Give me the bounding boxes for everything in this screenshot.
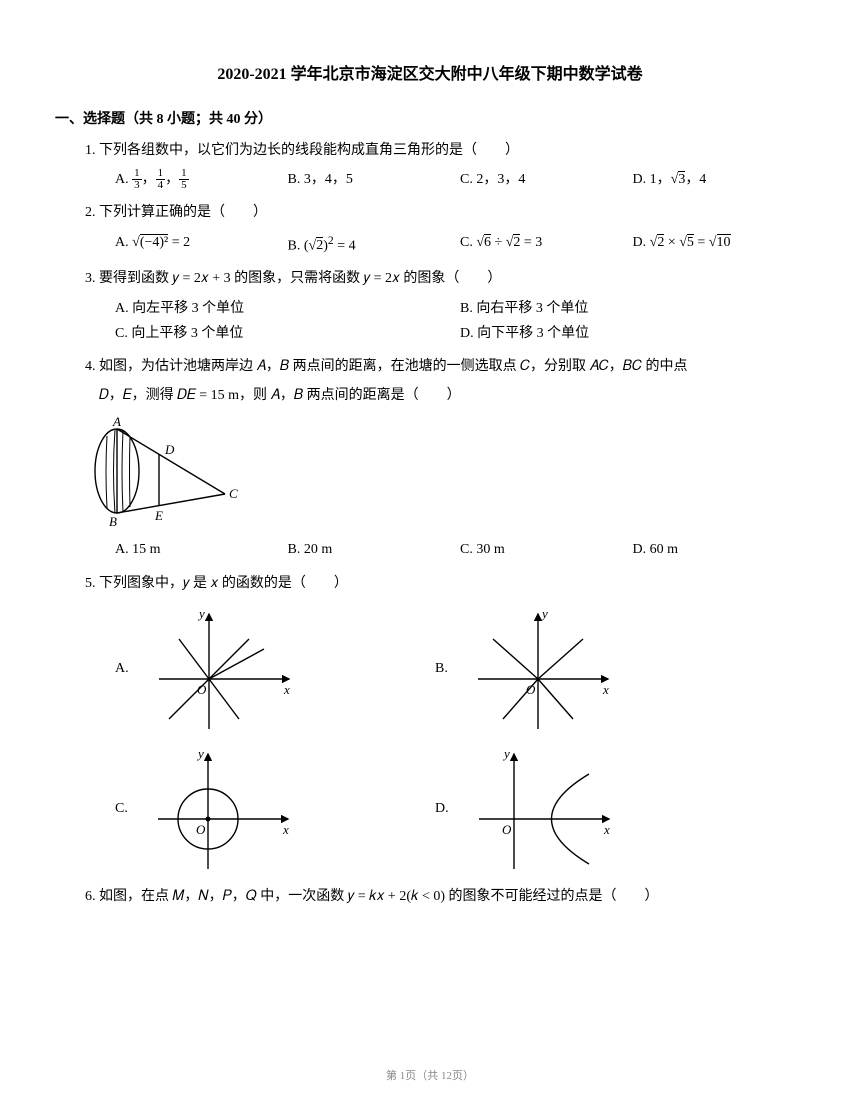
- q3-optC: C. 向上平移 3 个单位: [115, 321, 460, 346]
- svg-text:B: B: [109, 514, 117, 529]
- q2-optA: A. √(−4)² = 2: [115, 230, 288, 259]
- svg-text:C: C: [229, 486, 238, 501]
- graph-B: y x O: [468, 604, 618, 734]
- q5-labelA: A.: [115, 661, 129, 677]
- svg-text:x: x: [602, 682, 609, 697]
- q2-optC: C. √6 ÷ √2 = 3: [460, 230, 633, 259]
- q5-cellA: A. y x O: [115, 604, 435, 734]
- q1-optA: A. 13，14，15: [115, 167, 288, 192]
- q2-optB: B. (√2)2 = 4: [288, 230, 461, 259]
- svg-text:O: O: [526, 682, 536, 697]
- svg-text:x: x: [603, 822, 610, 837]
- svg-text:O: O: [502, 822, 512, 837]
- q5-labelD: D.: [435, 801, 449, 817]
- q4-optB: B. 20 m: [288, 537, 461, 562]
- q5-row2: C. y x O D. y x O: [55, 744, 805, 874]
- question-5: 5. 下列图象中，𝑦 是 𝑥 的函数的是（ ）: [55, 571, 805, 596]
- q4-optA: A. 15 m: [115, 537, 288, 562]
- svg-text:x: x: [283, 682, 290, 697]
- q4-optD: D. 60 m: [633, 537, 806, 562]
- q5-labelC: C.: [115, 801, 128, 817]
- svg-text:O: O: [197, 682, 207, 697]
- q2-text: 2. 下列计算正确的是（ ）: [85, 200, 805, 225]
- svg-text:y: y: [197, 606, 205, 621]
- q4-options-wrap: A. 15 m B. 20 m C. 30 m D. 60 m: [55, 537, 805, 562]
- svg-text:y: y: [502, 746, 510, 761]
- question-1: 1. 下列各组数中，以它们为边长的线段能构成直角三角形的是（ ） A. 13，1…: [55, 138, 805, 192]
- svg-text:D: D: [164, 442, 175, 457]
- question-3: 3. 要得到函数 𝑦 = 2𝑥 + 3 的图象，只需将函数 𝑦 = 2𝑥 的图象…: [55, 266, 805, 346]
- svg-text:y: y: [196, 746, 204, 761]
- q1-optD: D. 1，√3，4: [633, 167, 806, 192]
- q2-options: A. √(−4)² = 2 B. (√2)2 = 4 C. √6 ÷ √2 = …: [85, 230, 805, 259]
- svg-text:y: y: [540, 606, 548, 621]
- page-title: 2020-2021 学年北京市海淀区交大附中八年级下期中数学试卷: [55, 60, 805, 84]
- q3-options-2: C. 向上平移 3 个单位 D. 向下平移 3 个单位: [85, 321, 805, 346]
- q4-figure: A B C D E: [85, 416, 805, 531]
- q4-text2: 𝐷，𝐸，测得 𝐷𝐸 = 15 m，则 𝐴，𝐵 两点间的距离是（ ）: [85, 383, 805, 408]
- q3-optD: D. 向下平移 3 个单位: [460, 321, 805, 346]
- svg-text:x: x: [282, 822, 289, 837]
- question-4: 4. 如图，为估计池塘两岸边 𝐴，𝐵 两点间的距离，在池塘的一侧选取点 𝐶，分别…: [55, 354, 805, 408]
- q4-text1: 4. 如图，为估计池塘两岸边 𝐴，𝐵 两点间的距离，在池塘的一侧选取点 𝐶，分别…: [85, 354, 805, 379]
- q5-text: 5. 下列图象中，𝑦 是 𝑥 的函数的是（ ）: [85, 571, 805, 596]
- page-footer: 第 1页（共 12页）: [0, 1067, 860, 1083]
- q5-row1: A. y x O B. y x O: [55, 604, 805, 734]
- q3-optB: B. 向右平移 3 个单位: [460, 296, 805, 321]
- q5-cellD: D. y x O: [435, 744, 780, 874]
- q1-optC: C. 2，3，4: [460, 167, 633, 192]
- q2-optD: D. √2 × √5 = √10: [633, 230, 806, 259]
- graph-A: y x O: [149, 604, 299, 734]
- section-header: 一、选择题（共 8 小题；共 40 分）: [55, 108, 805, 128]
- q3-options-1: A. 向左平移 3 个单位 B. 向右平移 3 个单位: [85, 296, 805, 321]
- svg-text:E: E: [154, 508, 163, 523]
- q4-options: A. 15 m B. 20 m C. 30 m D. 60 m: [85, 537, 805, 562]
- q4-optC: C. 30 m: [460, 537, 633, 562]
- triangle-diagram: A B C D E: [85, 416, 245, 531]
- q5-labelB: B.: [435, 661, 448, 677]
- q5-cellC: C. y x O: [115, 744, 435, 874]
- question-6: 6. 如图，在点 𝑀，𝑁，𝑃，𝑄 中，一次函数 𝑦 = 𝑘𝑥 + 2(𝑘 < 0…: [55, 884, 805, 909]
- svg-text:A: A: [112, 416, 121, 429]
- q1-optB: B. 3，4，5: [288, 167, 461, 192]
- q1-options: A. 13，14，15 B. 3，4，5 C. 2，3，4 D. 1，√3，4: [85, 167, 805, 192]
- svg-text:O: O: [196, 822, 206, 837]
- q6-text: 6. 如图，在点 𝑀，𝑁，𝑃，𝑄 中，一次函数 𝑦 = 𝑘𝑥 + 2(𝑘 < 0…: [85, 884, 805, 909]
- question-2: 2. 下列计算正确的是（ ） A. √(−4)² = 2 B. (√2)2 = …: [55, 200, 805, 258]
- graph-C: y x O: [148, 744, 298, 874]
- q3-optA: A. 向左平移 3 个单位: [115, 296, 460, 321]
- graph-D: y x O: [469, 744, 619, 874]
- q3-text: 3. 要得到函数 𝑦 = 2𝑥 + 3 的图象，只需将函数 𝑦 = 2𝑥 的图象…: [85, 266, 805, 291]
- q1-text: 1. 下列各组数中，以它们为边长的线段能构成直角三角形的是（ ）: [85, 138, 805, 163]
- q5-cellB: B. y x O: [435, 604, 780, 734]
